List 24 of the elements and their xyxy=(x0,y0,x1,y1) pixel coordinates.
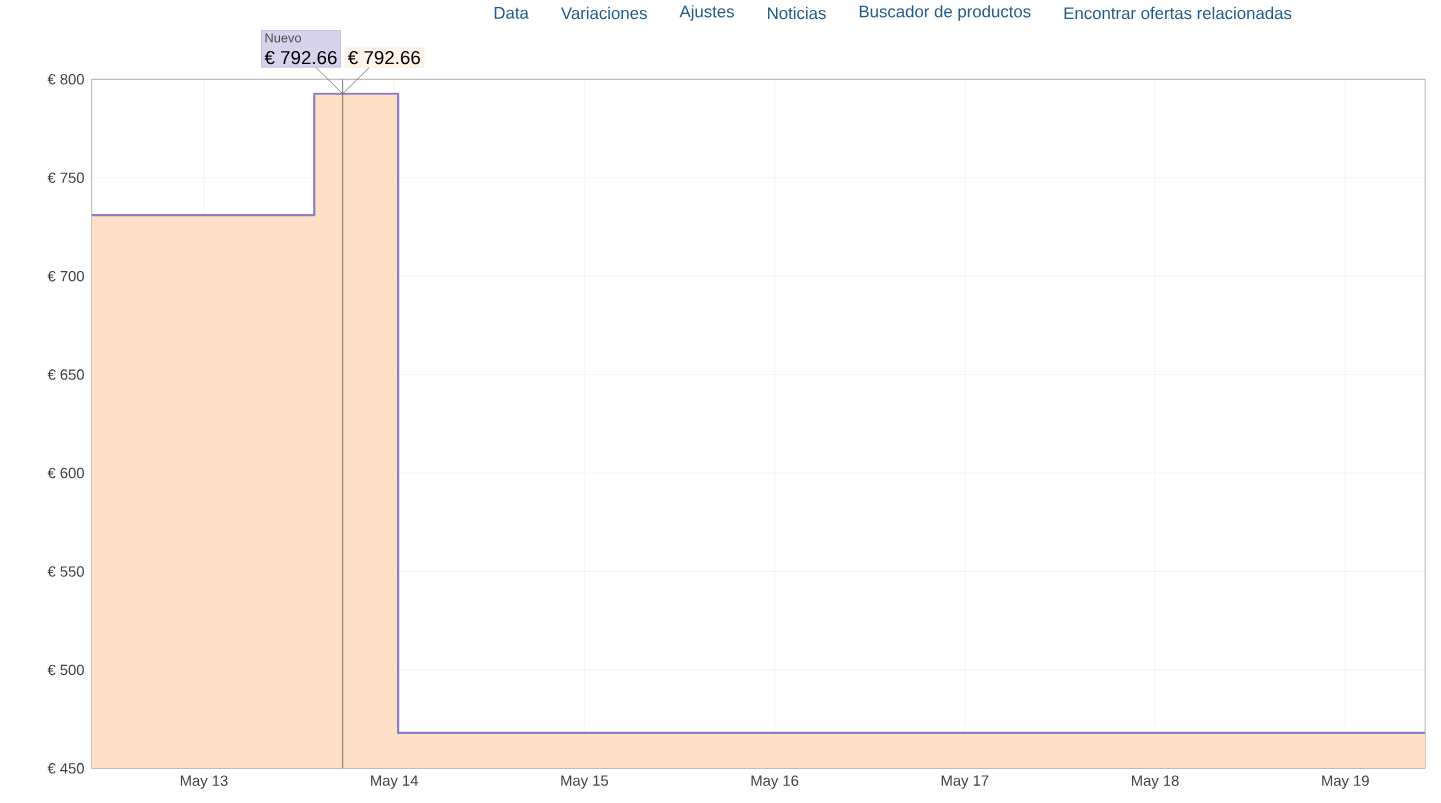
y-tick-label: € 700 xyxy=(47,270,84,282)
annotation: € 792.66 xyxy=(347,50,420,65)
text: Noticias xyxy=(768,6,826,20)
y-tick-label: € 800 xyxy=(47,74,84,85)
y-tick-label: € 550 xyxy=(47,566,84,577)
y-tick-label: € 750 xyxy=(47,172,84,183)
text: Encontrar ofertas relacionadas xyxy=(1064,6,1292,20)
x-tick-label: May 18 xyxy=(1131,775,1179,789)
text: Nuevo xyxy=(265,33,302,43)
text: Buscador de productos xyxy=(859,5,1031,21)
x-tick-label: May 14 xyxy=(371,775,419,789)
x-tick-label: May 19 xyxy=(1322,775,1369,789)
annotation: € 792.66 xyxy=(264,50,337,65)
x-tick-label: May 15 xyxy=(561,775,609,789)
x-tick-label: May 16 xyxy=(751,775,799,789)
y-tick-label: € 450 xyxy=(47,763,84,774)
text: Ajustes xyxy=(679,5,734,21)
y-tick-label: € 500 xyxy=(47,664,84,676)
x-tick-label: May 17 xyxy=(941,775,989,789)
y-tick-label: € 600 xyxy=(47,467,84,479)
x-tick-label: May 13 xyxy=(180,775,228,789)
y-tick-label: € 650 xyxy=(47,369,84,380)
text: Data xyxy=(494,7,529,19)
text: Variaciones xyxy=(561,6,647,20)
